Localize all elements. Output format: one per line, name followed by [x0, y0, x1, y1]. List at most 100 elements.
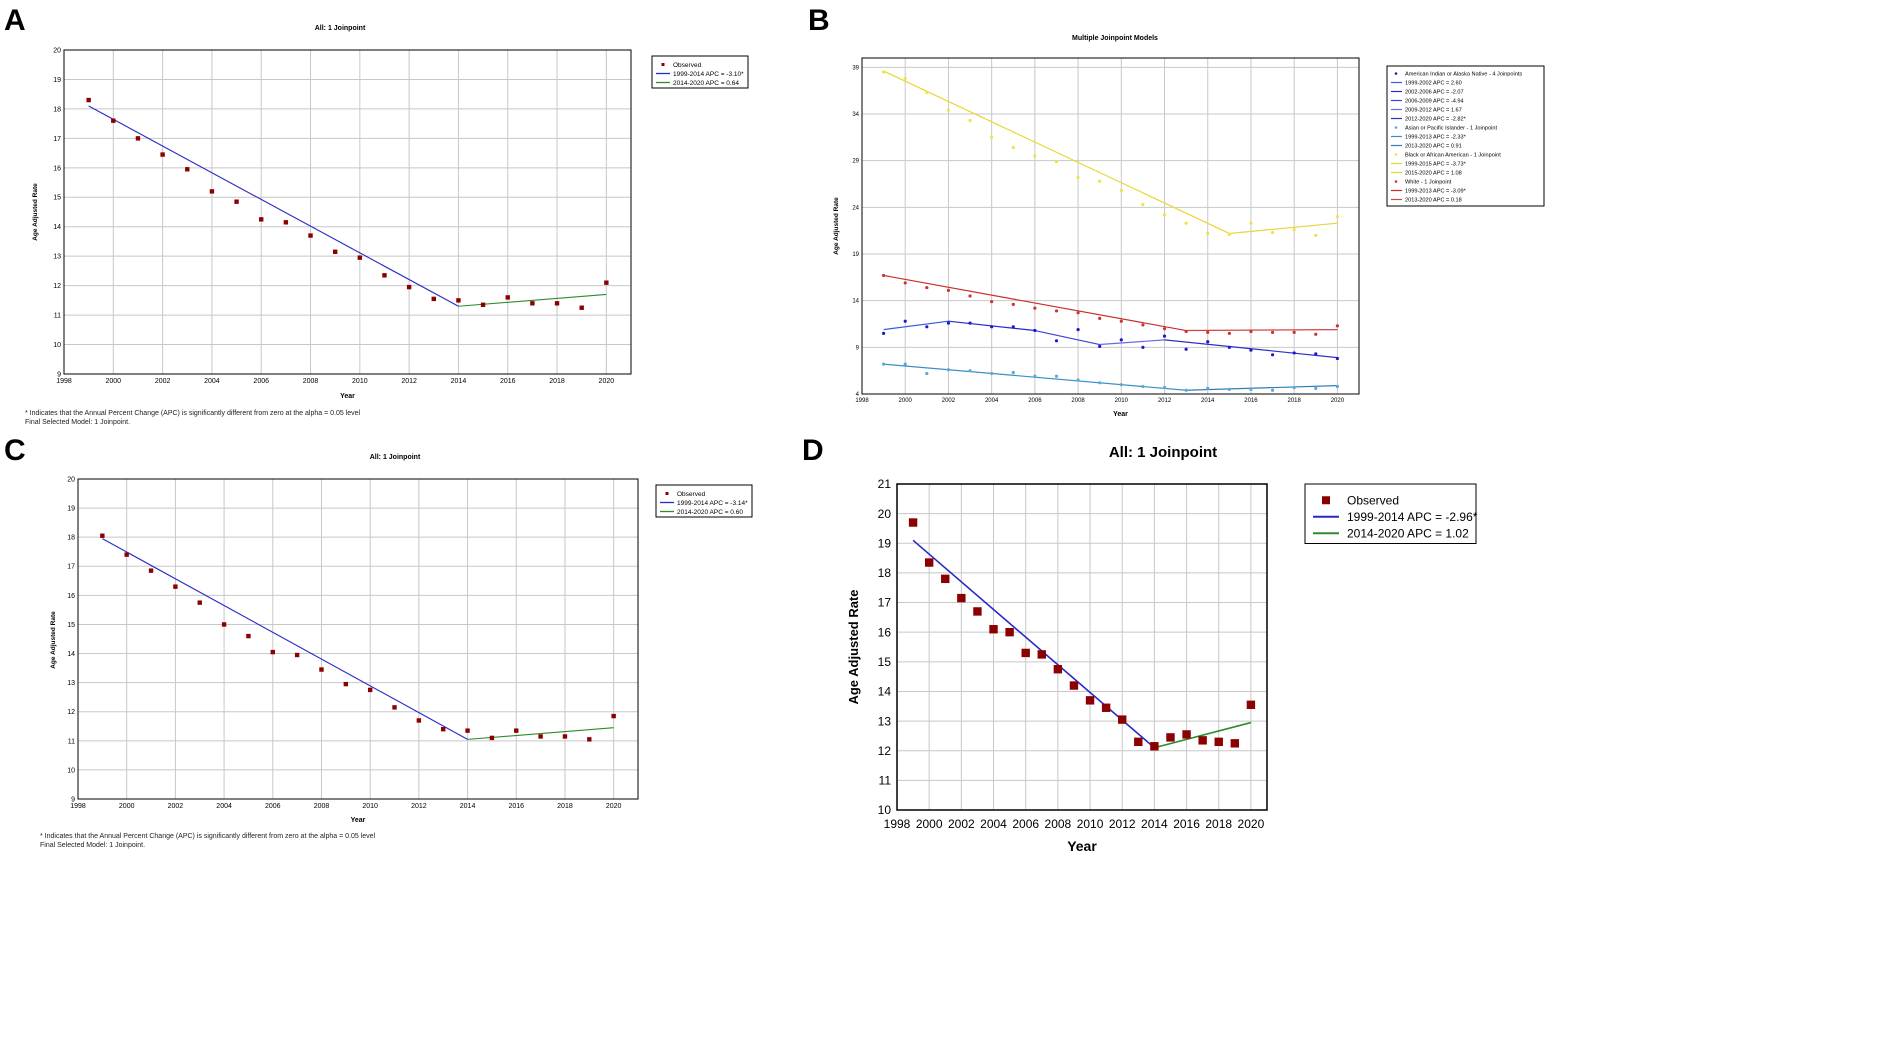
- observed-point: [538, 734, 543, 739]
- legend-marker-observed: [665, 492, 669, 495]
- legend-label: 2014-2020 APC = 0.64: [673, 80, 739, 87]
- observed-point: [308, 233, 313, 238]
- y-tick-label: 20: [53, 47, 61, 54]
- legend-box-b: [1386, 65, 1545, 207]
- legend-label: 1999-2014 APC = -3.10*: [673, 71, 744, 78]
- legend-marker-observed: [661, 63, 665, 66]
- legend-label: 1999-2002 APC = 2.60: [1405, 81, 1462, 87]
- observed-point: [946, 321, 951, 325]
- observed-point: [1335, 324, 1339, 328]
- x-tick-label: 2010: [352, 378, 368, 385]
- x-tick-label: 2016: [1173, 817, 1200, 831]
- observed-point: [1184, 388, 1188, 392]
- legend-label: 2013-2020 APC = 0.18: [1405, 198, 1462, 204]
- observed-point: [1335, 215, 1339, 219]
- legend-label: Black or African American - 1 Joinpoint: [1405, 153, 1501, 159]
- y-tick-label: 16: [53, 165, 61, 172]
- observed-point: [1314, 352, 1318, 356]
- x-axis-label-d: Year: [1067, 838, 1097, 854]
- observed-point: [406, 284, 412, 290]
- observed-point: [1033, 306, 1037, 310]
- legend-label: Observed: [1347, 493, 1399, 507]
- panel-label-b: B: [808, 4, 830, 37]
- observed-point: [903, 281, 907, 285]
- x-tick-label: 2020: [599, 378, 615, 385]
- legend-marker: [1394, 126, 1398, 129]
- observed-point: [908, 518, 918, 527]
- x-tick-label: 2016: [1244, 398, 1258, 404]
- observed-point: [1076, 328, 1080, 332]
- observed-point: [1033, 154, 1037, 158]
- legend-label: 1999-2013 APC = -2.33*: [1405, 135, 1467, 141]
- x-tick-label: 2008: [1071, 398, 1085, 404]
- observed-point: [1098, 316, 1102, 320]
- observed-point: [1214, 737, 1223, 747]
- trend-segment-g1-3: [1034, 329, 1100, 346]
- observed-point: [1230, 739, 1240, 748]
- observed-point: [1249, 348, 1253, 352]
- observed-point: [514, 728, 519, 733]
- observed-point: [1314, 233, 1318, 237]
- y-tick-label: 9: [71, 796, 75, 803]
- observed-point: [441, 726, 446, 732]
- gridlines-d: [896, 483, 1267, 811]
- observed-point: [1069, 681, 1079, 690]
- observed-point: [903, 319, 907, 323]
- observed-point: [1206, 340, 1210, 344]
- y-tick-label: 19: [878, 536, 892, 550]
- y-tick-label: 10: [878, 803, 892, 817]
- x-tick-label: 2002: [942, 398, 956, 404]
- x-tick-label: 2012: [1109, 817, 1136, 831]
- observed-point: [1227, 345, 1231, 349]
- y-tick-label: 13: [878, 714, 892, 728]
- observed-point: [111, 118, 116, 123]
- observed-point: [1141, 345, 1145, 349]
- observed-point: [554, 301, 560, 306]
- observed-point: [579, 305, 584, 310]
- observed-point: [392, 705, 397, 710]
- observed-point: [1206, 386, 1210, 390]
- observed-point: [1141, 384, 1145, 389]
- observed-point: [1162, 334, 1167, 338]
- observed-point: [1182, 730, 1191, 739]
- observed-point: [946, 288, 951, 292]
- observed-point: [1101, 703, 1111, 712]
- x-tick-label: 2018: [1287, 398, 1301, 404]
- observed-point: [1054, 309, 1059, 313]
- observed-point: [1206, 231, 1210, 236]
- observed-point: [1198, 736, 1207, 745]
- x-tick-label: 2002: [948, 817, 975, 831]
- y-tick-label: 11: [68, 738, 75, 745]
- x-axis-label-b: Year: [1113, 411, 1128, 418]
- legend-label: 1999-2013 APC = -3.09*: [1405, 189, 1467, 195]
- observed-point: [1246, 700, 1256, 709]
- observed-point: [505, 295, 510, 300]
- x-tick-label: 2020: [606, 803, 622, 810]
- observed-point: [925, 286, 929, 290]
- observed-point: [465, 728, 470, 733]
- observed-point: [968, 118, 972, 123]
- trend-segment-g1-4: [1099, 339, 1165, 346]
- observed-point: [357, 255, 363, 260]
- y-tick-label: 14: [852, 299, 859, 305]
- x-tick-label: 2004: [985, 398, 999, 404]
- observed-point: [270, 649, 275, 655]
- plot-frame-b: [861, 57, 1360, 395]
- observed-point: [1162, 213, 1167, 217]
- observed-point: [124, 552, 129, 557]
- observed-point: [562, 734, 568, 739]
- x-tick-label: 2014: [460, 803, 476, 810]
- observed-point: [903, 76, 907, 81]
- observed-point: [530, 301, 535, 306]
- observed-point: [1119, 188, 1123, 193]
- observed-point: [973, 607, 982, 616]
- y-tick-label: 17: [53, 136, 61, 143]
- observed-point: [148, 568, 154, 573]
- x-tick-label: 2010: [1115, 398, 1129, 404]
- observed-point: [1184, 221, 1188, 225]
- chart-title-c: All: 1 Joinpoint: [370, 454, 421, 461]
- y-tick-label: 15: [67, 622, 75, 629]
- x-tick-label: 2008: [303, 378, 319, 385]
- observed-point: [221, 622, 227, 627]
